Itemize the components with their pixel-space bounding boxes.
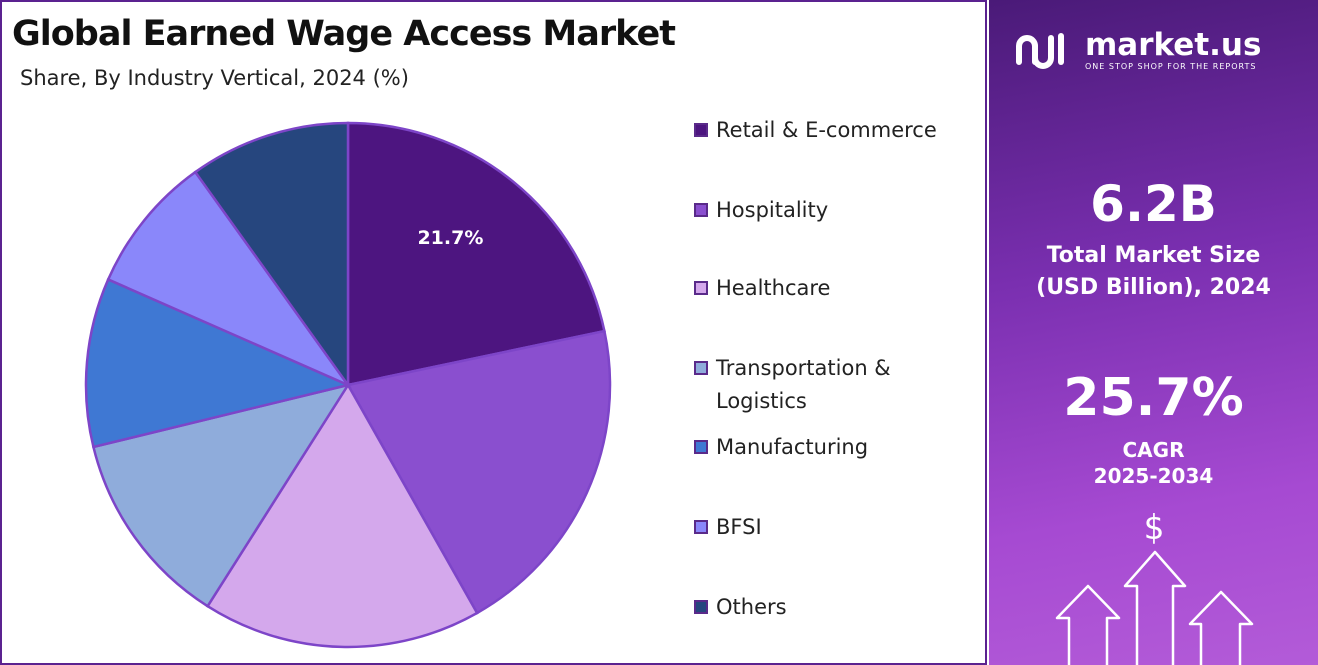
cagr-period: 2025-2034	[1093, 464, 1214, 488]
legend-swatch	[694, 123, 708, 137]
legend-swatch	[694, 203, 708, 217]
market-size-label-year: (USD Billion), 2024	[1036, 275, 1271, 300]
cagr-label: CAGR	[1122, 438, 1185, 462]
legend-item-transportation: Transportation & Logistics	[694, 352, 936, 418]
logo-icon	[1016, 33, 1064, 69]
legend-label: Transportation & Logistics	[716, 356, 891, 413]
legend-label: Healthcare	[716, 276, 831, 300]
pie-slice-others	[193, 121, 350, 389]
legend-label: Hospitality	[716, 198, 829, 222]
legend-swatch	[694, 520, 708, 534]
brand-logo: market.us ONE STOP SHOP FOR THE REPORTS	[1013, 28, 1261, 72]
pie-slice-bfsi	[106, 170, 352, 388]
legend-swatch	[694, 281, 708, 295]
legend-swatch	[694, 600, 708, 614]
pie-slice-healthcare	[205, 382, 479, 649]
legend-item-manufacturing: Manufacturing	[694, 431, 966, 464]
dollar-icon: $	[1143, 508, 1164, 548]
legend-label: Retail & E-commerce	[716, 118, 937, 142]
legend-item-healthcare: Healthcare	[694, 272, 966, 305]
brand-name: market.us	[1085, 26, 1262, 63]
legend-swatch	[694, 361, 708, 375]
legend-label: Manufacturing	[716, 435, 869, 459]
chart-subtitle: Share, By Industry Vertical, 2024 (%)	[20, 66, 409, 90]
legend-label: Others	[716, 595, 787, 619]
pie-slice-retail-e-commerce	[346, 121, 606, 387]
legend-label: BFSI	[716, 515, 762, 539]
growth-arrows-icon	[1055, 550, 1254, 665]
info-panel: market.us ONE STOP SHOP FOR THE REPORTS …	[989, 0, 1318, 665]
market-size-value: 6.2B	[1090, 175, 1217, 233]
legend-item-retail: Retail & E-commerce	[694, 114, 966, 147]
legend-item-others: Others	[694, 591, 966, 624]
data-label: 21.7%	[417, 227, 483, 249]
cagr-value: 25.7%	[1063, 368, 1244, 428]
brand-tagline: ONE STOP SHOP FOR THE REPORTS	[1085, 61, 1257, 71]
legend-item-bfsi: BFSI	[694, 511, 966, 544]
legend-item-hospitality: Hospitality	[694, 194, 966, 227]
pie-slice-hospitality	[346, 329, 612, 615]
legend-swatch	[694, 440, 708, 454]
pie-slice-transportation-logistics	[91, 383, 351, 608]
chart-title: Global Earned Wage Access Market	[12, 14, 676, 54]
chart-panel: Global Earned Wage Access Market Share, …	[0, 0, 987, 665]
pie-chart: 21.7%	[84, 121, 612, 649]
market-size-label: Total Market Size	[1046, 243, 1261, 268]
pie-slice-manufacturing	[84, 277, 352, 449]
